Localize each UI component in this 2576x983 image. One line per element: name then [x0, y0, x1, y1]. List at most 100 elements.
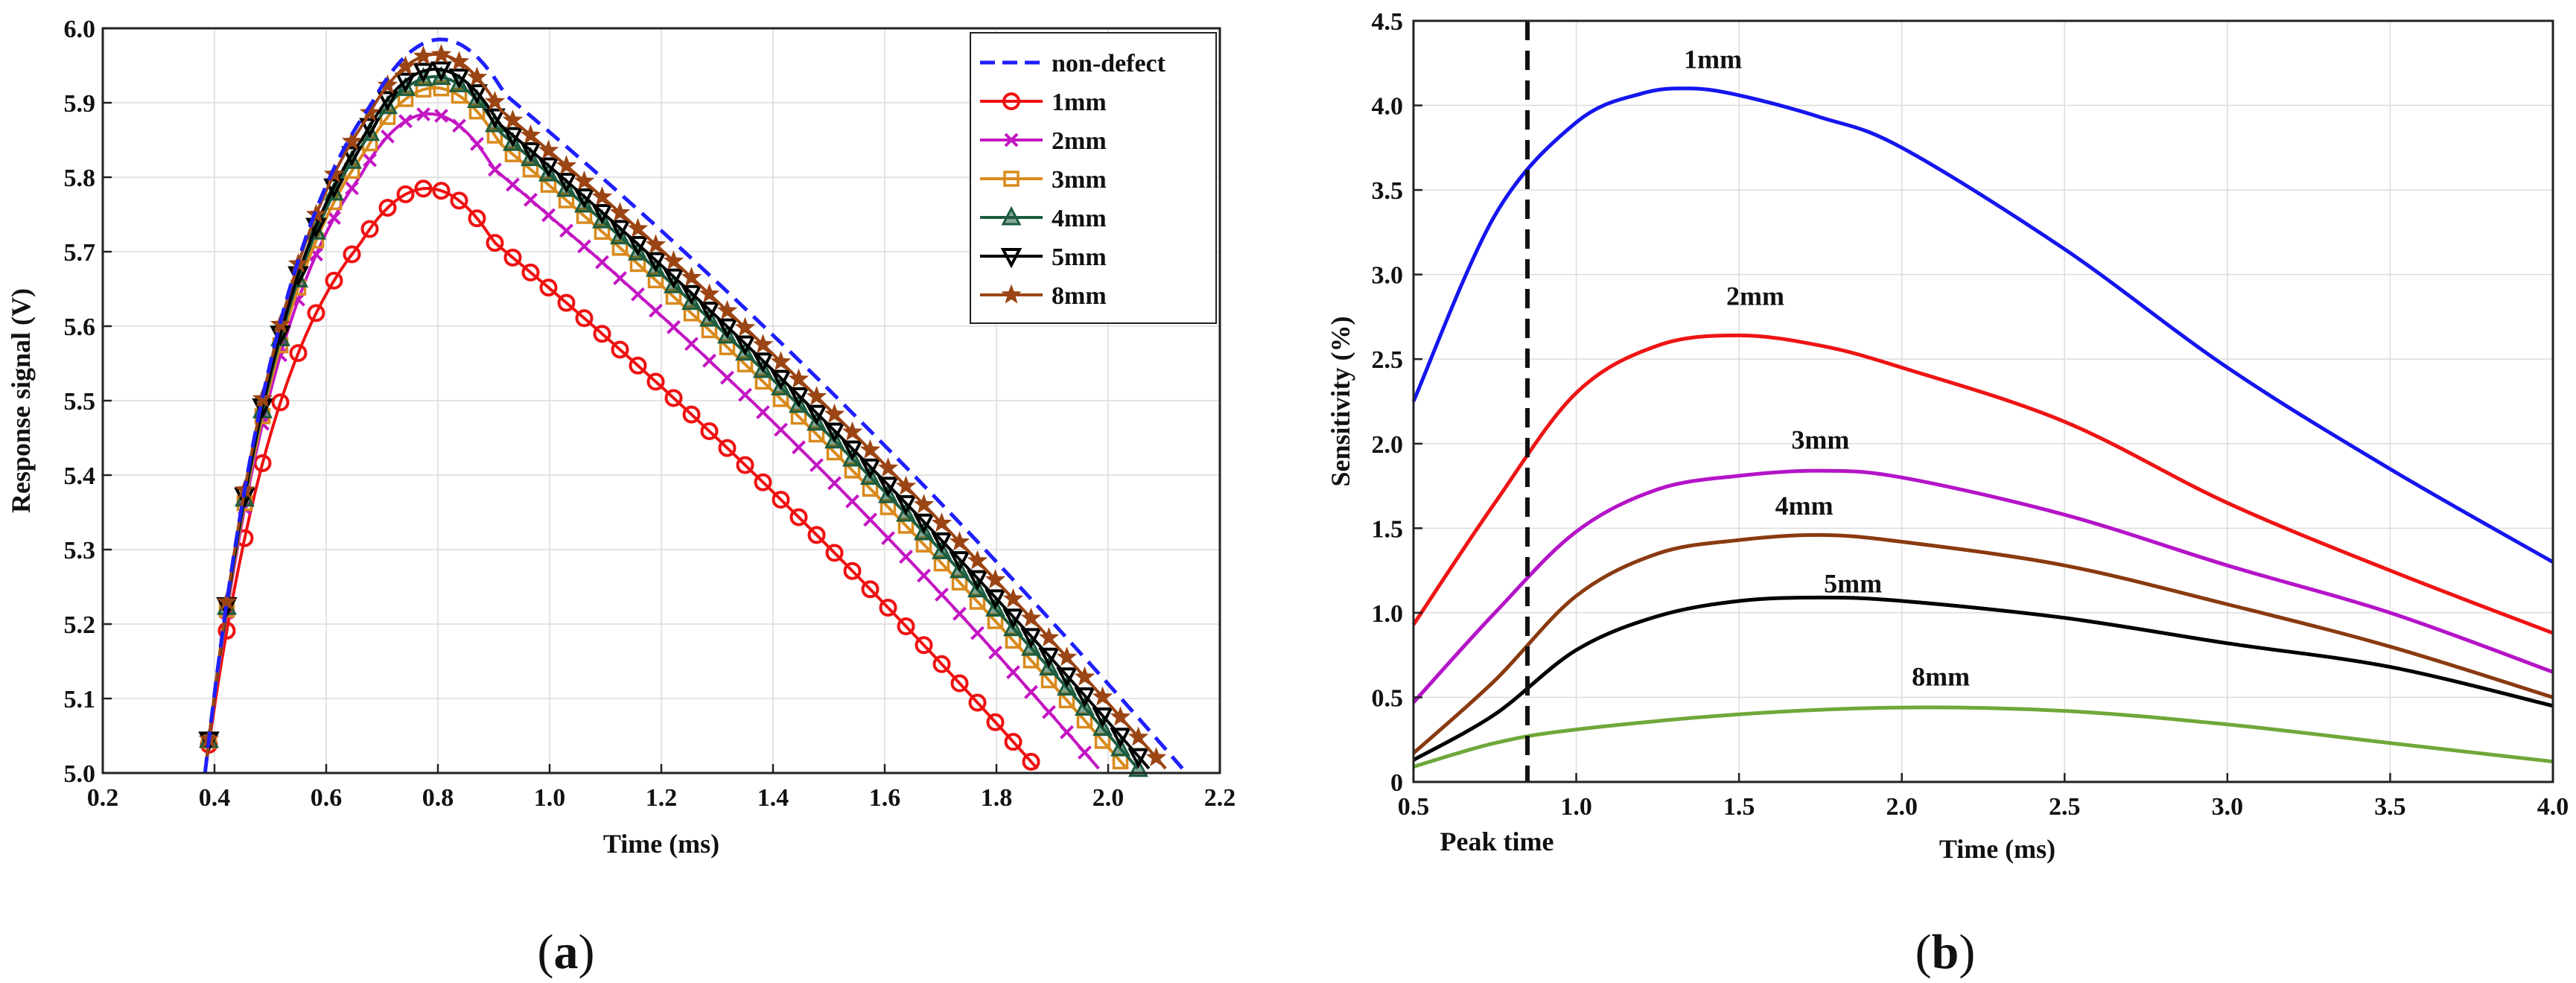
- chart-a-point-8mm: [824, 403, 845, 423]
- chart-a-point-5mm: [1092, 707, 1113, 728]
- chart-a-point-8mm: [502, 109, 524, 130]
- chart-a-xtick-label: 0.2: [87, 784, 119, 812]
- chart-a-point-2mm: [988, 645, 1002, 660]
- chart-a-point-2mm: [917, 568, 931, 583]
- chart-a-point-8mm: [591, 186, 613, 206]
- chart-a-ytick-label: 5.5: [64, 388, 96, 416]
- chart-a-point-8mm: [877, 457, 899, 477]
- chart-b-frame: [1412, 19, 2554, 783]
- chart-a-point-5mm: [985, 589, 1006, 610]
- chart-a-ytick-label: 5.1: [64, 686, 96, 713]
- chart-a-legend-item-5mm: 5mm: [980, 244, 1107, 271]
- chart-a-legend-marker: [1004, 133, 1019, 147]
- chart-a-ytick-label: 5.8: [64, 165, 96, 192]
- chart-a-point-1mm: [825, 544, 844, 562]
- chart-b-series: [1411, 21, 2554, 782]
- chart-a-point-5mm: [949, 551, 970, 572]
- chart-a-point-5mm: [466, 84, 488, 105]
- chart-a-point-5mm: [448, 69, 470, 89]
- chart-a-legend-marker: [1003, 171, 1020, 187]
- chart-a-point-8mm: [895, 475, 917, 495]
- chart-a-legend-item-3mm: 3mm: [980, 166, 1107, 194]
- chart-b-curve-label-3mm: 3mm: [1791, 425, 1849, 455]
- chart-a-point-2mm: [684, 337, 699, 351]
- chart-a-point-5mm: [591, 204, 613, 225]
- chart-a-point-8mm: [806, 386, 827, 406]
- chart-a-point-2mm: [649, 303, 663, 318]
- chart-a-point-8mm: [359, 101, 381, 121]
- chart-a-point-2mm: [935, 588, 949, 602]
- chart-a-point-1mm: [503, 248, 522, 267]
- chart-a-point-1mm: [950, 674, 969, 693]
- chart-a-point-1mm: [682, 405, 701, 424]
- chart-b-plot-area: [1413, 21, 2553, 782]
- chart-a-point-5mm: [1002, 608, 1024, 629]
- chart-a-point-2mm: [756, 405, 770, 419]
- chart-a-point-2mm: [881, 531, 895, 546]
- chart-a-point-1mm: [378, 199, 397, 217]
- chart-a-point-2mm: [1078, 745, 1092, 760]
- chart-b-xtick-label: 3.0: [2212, 793, 2244, 821]
- chart-b-ytick-label: 1.5: [1372, 515, 1404, 543]
- chart-a-point-8mm: [216, 591, 238, 611]
- chart-a-point-2mm: [470, 136, 484, 151]
- chart-a-point-8mm: [1002, 588, 1024, 608]
- chart-a-point-8mm: [913, 494, 935, 514]
- chart-a-point-5mm: [341, 146, 363, 167]
- chart-a-point-5mm: [377, 91, 398, 112]
- chart-b-ylabel: Sensitivity (%): [1326, 316, 1355, 487]
- chart-a-legend-label: 3mm: [1052, 166, 1107, 194]
- chart-a: 0.2 0.4 0.6 0.8 1.0 1.2 1.4 1.6 1.8 2.0 2.2 5.0 5.1 5…: [6, 16, 1235, 979]
- chart-a-point-1mm: [396, 185, 415, 203]
- chart-a-point-5mm: [895, 494, 917, 516]
- chart-a-point-8mm: [609, 202, 631, 222]
- chart-a-point-8mm: [967, 550, 988, 570]
- chart-a-legend-label: 4mm: [1052, 205, 1107, 232]
- chart-a-legend-item-non-defect: non-defect: [980, 50, 1166, 77]
- chart-a-point-5mm: [323, 178, 345, 199]
- chart-a-point-8mm: [859, 439, 881, 459]
- chart-b-line-5mm: [1412, 595, 2554, 762]
- chart-a-point-1mm: [986, 713, 1005, 731]
- chart-a-point-5mm: [788, 387, 810, 408]
- chart-a-line-non-defect: [203, 37, 1184, 774]
- chart-a-point-1mm: [736, 456, 754, 474]
- chart-a-point-8mm: [1038, 626, 1060, 646]
- chart-a-point-1mm: [271, 393, 290, 412]
- chart-b-line-2mm: [1411, 333, 2554, 635]
- chart-a-point-1mm: [646, 372, 665, 391]
- chart-a-point-5mm: [430, 61, 452, 82]
- chart-a-legend-label: 8mm: [1052, 282, 1107, 310]
- chart-a-point-2mm: [970, 626, 985, 640]
- chart-a-point-8mm: [1056, 646, 1078, 667]
- chart-a-panel-label: (a): [538, 925, 595, 979]
- chart-a-point-5mm: [1128, 748, 1149, 769]
- chart-a-point-2mm: [506, 177, 520, 192]
- chart-b-curve-label-4mm: 4mm: [1775, 491, 1834, 521]
- chart-a-ytick-label: 5.0: [64, 760, 96, 788]
- chart-a-point-2mm: [899, 550, 913, 564]
- chart-a-point-2mm: [452, 118, 466, 133]
- chart-b-ytick-label: 2.5: [1372, 346, 1404, 374]
- chart-a-point-2mm: [524, 192, 538, 207]
- chart-a-legend-item-2mm: 2mm: [980, 127, 1107, 155]
- chart-b-xtick-label: 2.5: [2049, 793, 2081, 821]
- chart-a-point-2mm: [488, 162, 502, 177]
- chart-a-point-1mm: [289, 344, 308, 363]
- chart-a-point-5mm: [1110, 728, 1131, 748]
- chart-b-ytick-label: 3.5: [1372, 177, 1404, 205]
- chart-a-point-2mm: [631, 287, 645, 302]
- chart-a-ylabel: Response signal (V): [6, 288, 36, 513]
- chart-a-point-8mm: [466, 66, 488, 86]
- chart-a-point-1mm: [1022, 752, 1040, 771]
- chart-a-point-5mm: [734, 335, 756, 356]
- chart-a-point-2mm: [577, 239, 591, 254]
- chart-a-point-1mm: [897, 617, 915, 636]
- chart-b-xtick-label: 1.5: [1723, 793, 1755, 821]
- chart-a-legend-item-8mm: 8mm: [980, 282, 1107, 310]
- chart-a-xtick-label: 0.6: [311, 784, 343, 812]
- chart-a-legend-label: non-defect: [1052, 50, 1166, 77]
- chart-a-point-1mm: [217, 621, 236, 640]
- chart-a-point-8mm: [1074, 666, 1095, 686]
- chart-a-point-8mm: [842, 421, 863, 441]
